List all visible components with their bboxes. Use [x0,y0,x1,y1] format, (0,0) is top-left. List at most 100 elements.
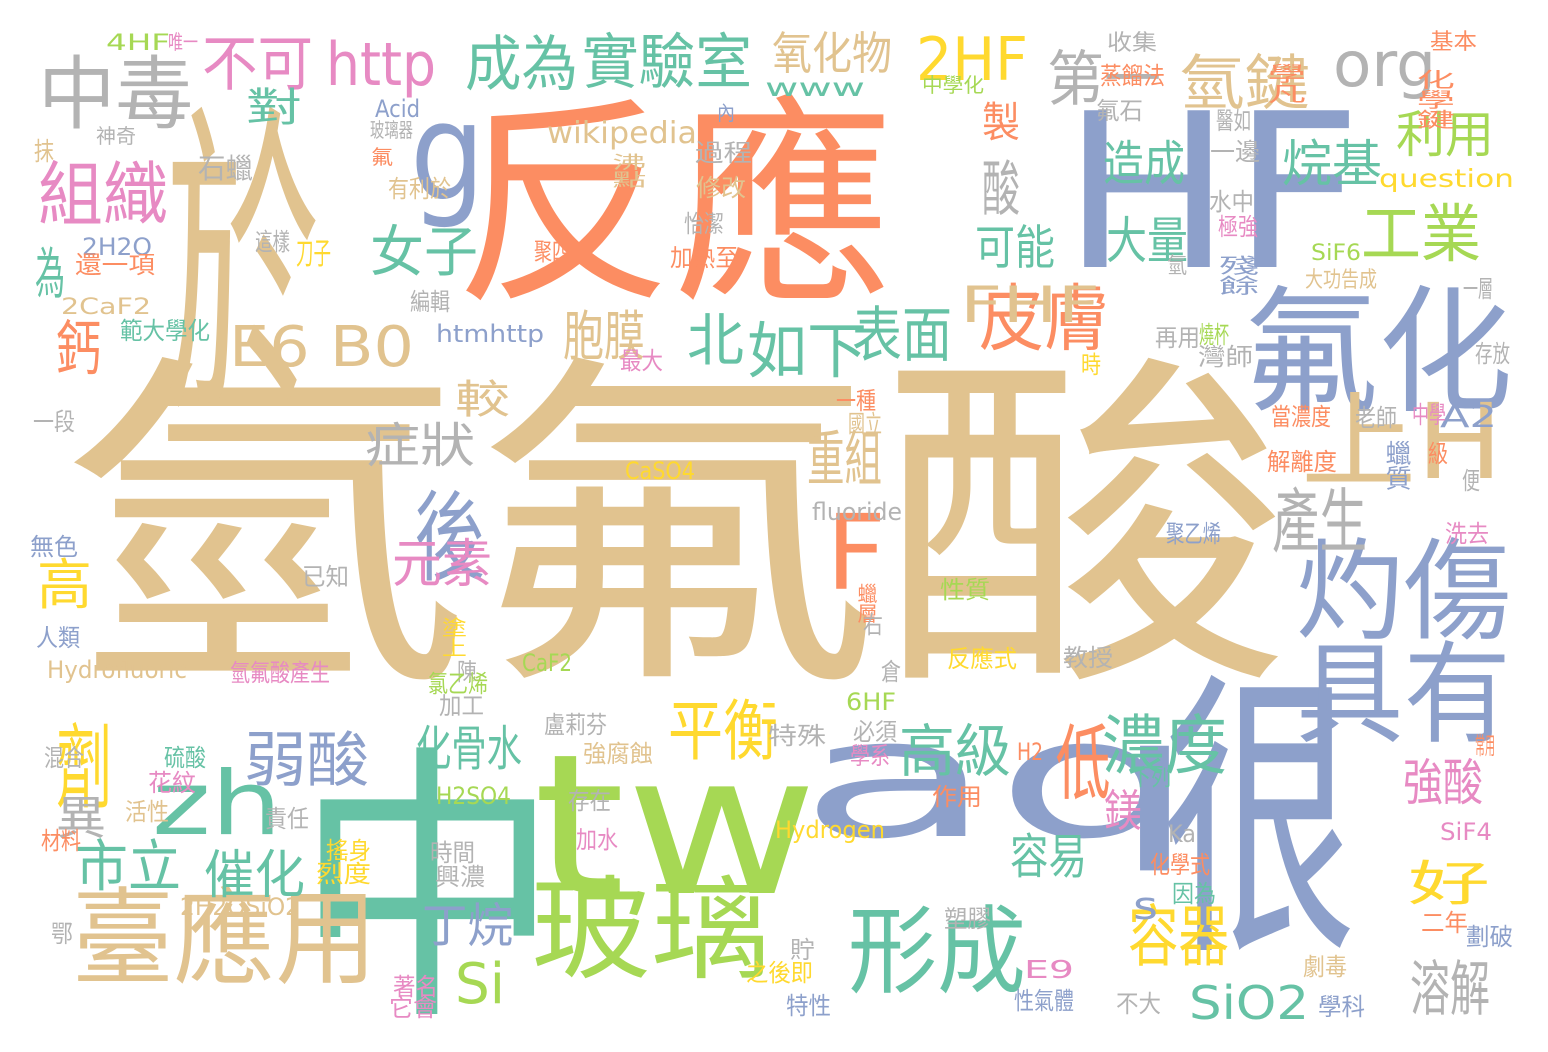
word-zh-24: 形成 [848,896,1026,1008]
word-2h2o: 2H2O [82,233,152,261]
word-zh-134: 級 [1428,440,1448,468]
word-zh-99: 沸點 [607,153,646,188]
word-zh-58: 烷基 [1282,135,1382,193]
word-tw: tw [533,712,818,939]
word-zh-62: 製 [982,98,1020,147]
word-4hf: 4HF [106,31,170,56]
word-zh-169: 責任 [265,805,309,833]
word-zh-140: 洗去 [1445,520,1489,548]
word-zh-162: 特殊 [768,722,826,750]
word-zh-132: 解離度 [1267,448,1337,476]
word-zh-16: 組織 [38,154,168,236]
word-zh-128: 當濃度 [1271,403,1331,431]
word-zh-123: 存放 [1475,340,1510,368]
word-zh-186: 塑膠 [944,905,991,933]
word-zh-97: 氟 [371,145,393,169]
word-zh-47: 產生 [1272,481,1367,563]
word-fluoride: fluoride [812,498,902,526]
word-zh-72: 異 [56,791,106,845]
word-hydrogen: Hydrogen [775,816,885,844]
word-zh-81: 唯一 [168,30,198,54]
word-zh-6: 中 [295,723,560,1052]
word-zh-69: 較 [455,377,510,423]
word-htmhttp: htmhttp [436,320,544,348]
word-zh-42: 催化 [204,846,305,906]
word-zh-110: 加熱至 [670,244,738,272]
word-zh-187: 劃破 [1466,923,1513,951]
word-zh-121: 燒杯 [1199,321,1229,349]
word-zh-86: 學凡 [1261,63,1307,103]
word-zh-141: 已知 [302,563,349,591]
word-zh-34: 女子 [370,220,478,284]
word-zh-172: 作用 [932,783,982,811]
word-zh-3: 於 [138,95,319,415]
word-sio2: SiO2 [1189,976,1309,1030]
word-ka: Ka [1168,820,1196,848]
word-zh-118: 編輯 [410,288,450,316]
word-e9: E9 [1024,955,1074,984]
word-zh-104: 極強 [1218,213,1258,241]
word-zh-63: 強酸 [1403,754,1483,812]
word-zh-55: 元素 [392,535,492,595]
word-zh-116: 一層 [1463,275,1493,303]
word-h: 上H [1301,381,1503,503]
word-zh-161: 強腐蝕 [583,740,653,768]
word-zh-90: 氟石 [1096,97,1143,125]
word-zh-0: 氫氟酸 [58,326,1290,734]
word-zh-70: 症狀 [365,418,475,474]
word-zh-130: 中學 [1412,401,1446,429]
word-zh-192: 著名 [393,973,438,1001]
word-zh-50: 氧化物 [772,27,892,80]
word-zh-182: 化學式 [1150,851,1210,879]
word-acid: Acid [375,95,420,123]
word-zh-38: 高級 [899,719,1011,785]
word-6hf: 6HF [846,688,896,716]
word-zh-152: 反應式 [947,645,1017,673]
word-zh-197: 學科 [1318,993,1365,1021]
word-zh-124: 最大 [620,347,663,375]
word-zh-10: 具有 [1296,631,1511,759]
word-zh-171: 存在 [568,787,611,815]
word-aq: aq [798,683,1198,875]
word-zh-188: 鄂 [51,920,73,948]
word-hydrofluoric: Hydrofluoric [47,656,187,684]
word-zh-194: 特性 [786,992,831,1020]
word-zh-180: 烈度 [316,860,371,888]
word-zh-59: 造成 [1103,136,1185,192]
word-zh-49: 為 [35,242,65,306]
word-zh-71: 化骨水 [416,721,522,777]
word-org: org [1333,28,1436,101]
word-zh-36: 如下 [747,316,867,387]
word-zh-12: 臺應用 [72,878,377,1000]
word-zh-133: 蠟質 [1381,440,1413,490]
word-zh-100: 一邊 [1210,138,1260,166]
word-zh-64: 鎂 [1104,786,1142,837]
word-zh-83: 蒸餾法 [1100,62,1165,90]
word-zh-139: 無色 [30,533,78,561]
word-zh-181: 興濃 [435,863,485,891]
word-zh-127: 一種 [836,387,876,415]
word-zh-28: 實驗室 [582,28,752,98]
word-zh-7: 很 [1162,648,1357,997]
word-zh-1: 反應 [454,78,894,334]
word-zh-166: 花紋 [148,769,196,797]
word-2hf: 2HF [916,25,1028,95]
word-zh-43: 好 [1408,856,1490,912]
word-zh-57: 重組 [807,425,882,495]
word-zh-41: 市立 [75,835,181,900]
word-si: Si [455,952,505,1017]
word-caso4: CaSO4 [625,457,695,485]
word-zh-155: 加工 [439,692,484,720]
word-zh-125: 時 [1081,351,1101,379]
word-zh-61: 酸 [982,155,1020,225]
word-zh-129: 老師 [1355,404,1397,432]
word-zh-93: 抹 [34,137,54,166]
word-zh-87: 化學鍵 [1410,69,1456,129]
word-zh-148: 陳 [457,658,477,686]
word-fhf: FHF [960,276,1100,334]
word-zh-131: 國立 [848,410,882,438]
word-zh-102: 怡潔 [684,210,724,238]
word-zh-117: 範大學化 [120,317,210,345]
word-a2: A2 [1440,400,1497,435]
